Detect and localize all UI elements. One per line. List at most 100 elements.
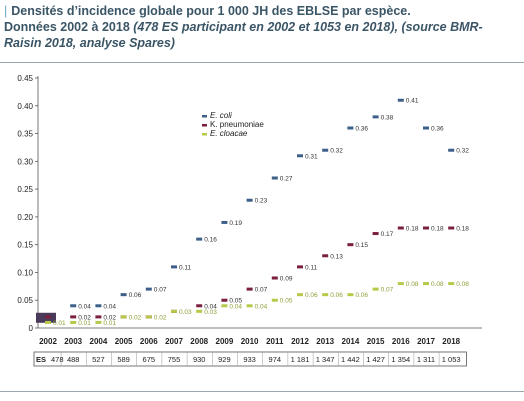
data-label: 0.02	[154, 314, 167, 321]
point-ecoli	[145, 287, 152, 291]
data-label: 0.01	[78, 320, 91, 327]
point-ecloacae	[322, 293, 329, 297]
es-value: 930	[193, 355, 206, 364]
y-tick-label: 0.45	[17, 74, 33, 83]
data-label: 0.08	[406, 281, 419, 288]
data-label: 0.15	[355, 242, 368, 249]
top-rule	[0, 62, 524, 63]
point-ecloacae	[397, 282, 404, 286]
es-row-label: ES	[36, 355, 46, 364]
data-label: 0.01	[103, 320, 116, 327]
es-value: 929	[218, 355, 231, 364]
point-ecloacae	[297, 293, 303, 297]
data-label: 0.19	[229, 220, 242, 227]
es-value: 478	[51, 355, 64, 364]
data-label: 0.04	[229, 303, 242, 310]
point-ecloacae	[120, 315, 127, 319]
x-tick-label: 2004	[90, 337, 108, 346]
y-tick-label: 0.25	[17, 185, 33, 194]
chart-header: | Densités d’incidence globale pour 1 000…	[4, 3, 520, 51]
legend-swatch	[202, 133, 207, 136]
point-ecloacae	[221, 304, 228, 308]
point-ecoli	[423, 126, 429, 130]
es-value: 755	[168, 355, 181, 364]
point-kpneumoniae	[70, 315, 77, 319]
data-label: 0.36	[431, 126, 444, 133]
x-tick-label: 2013	[316, 337, 334, 346]
point-ecoli	[120, 293, 127, 297]
point-kpneumoniae	[95, 315, 102, 319]
point-kpneumoniae	[297, 265, 303, 269]
data-label: 0.36	[355, 126, 368, 133]
data-label: 0.05	[280, 298, 293, 305]
legend-swatch	[202, 124, 207, 127]
data-label: 0.23	[255, 198, 268, 205]
point-ecoli	[70, 304, 77, 308]
point-ecloacae	[45, 320, 51, 324]
es-value: 589	[117, 355, 130, 364]
x-tick-label: 2014	[342, 337, 360, 346]
data-label: 0.08	[431, 281, 444, 288]
point-ecoli	[196, 237, 203, 241]
es-value: 1 181	[291, 355, 310, 364]
point-ecloacae	[70, 320, 77, 324]
data-label: 0.41	[406, 98, 419, 105]
point-ecloacae	[423, 282, 429, 286]
x-tick-label: 2002	[39, 337, 57, 346]
data-label: 0.07	[381, 287, 394, 294]
x-tick-label: 2018	[442, 337, 460, 346]
point-ecoli	[271, 176, 278, 180]
point-ecoli	[448, 148, 455, 152]
chart-subtitle: Données 2002 à 2018 (478 ES participant …	[4, 19, 520, 51]
data-label: 0.04	[204, 303, 217, 310]
data-label: 0.32	[330, 148, 343, 155]
x-tick-label: 2008	[190, 337, 208, 346]
point-kpneumoniae	[397, 226, 404, 230]
es-value: 1 053	[442, 355, 461, 364]
point-kpneumoniae	[45, 315, 51, 319]
point-ecloacae	[448, 282, 455, 286]
data-label: 0.16	[204, 237, 217, 244]
data-label: 0.27	[280, 176, 293, 183]
point-ecoli	[246, 198, 253, 202]
legend-label: K. pneumoniae	[210, 120, 264, 129]
es-table	[33, 351, 467, 367]
x-tick-label: 2010	[241, 337, 259, 346]
es-value: 1 311	[417, 355, 435, 364]
es-value: 675	[143, 355, 156, 364]
data-label: 0.04	[103, 303, 116, 310]
es-value: 527	[92, 355, 105, 364]
x-tick-label: 2016	[392, 337, 410, 346]
point-kpneumoniae	[196, 304, 203, 308]
y-tick-label: 0.15	[17, 241, 33, 250]
data-label: 0.31	[305, 153, 318, 160]
y-tick-label: 0.10	[17, 268, 33, 277]
point-ecoli	[171, 265, 177, 269]
point-ecloacae	[372, 287, 379, 291]
x-tick-label: 2017	[417, 337, 435, 346]
point-ecloacae	[271, 298, 278, 302]
point-ecoli	[372, 115, 379, 119]
point-ecloacae	[347, 293, 354, 297]
data-label: 0.06	[330, 292, 343, 299]
point-ecoli	[95, 304, 102, 308]
es-value: 1 442	[341, 355, 360, 364]
point-kpneumoniae	[448, 226, 455, 230]
data-label: 0.07	[255, 287, 268, 294]
data-label: 0.06	[355, 292, 368, 299]
title-text: Densités d’incidence globale pour 1 000 …	[11, 4, 411, 18]
point-ecoli	[297, 154, 303, 158]
data-label: 0.03	[179, 309, 192, 316]
y-tick-label: 0.40	[17, 102, 33, 111]
x-tick-label: 2015	[367, 337, 385, 346]
point-kpneumoniae	[423, 226, 429, 230]
point-ecloacae	[95, 320, 102, 324]
data-label: 0.04	[78, 303, 91, 310]
es-value: 974	[269, 355, 282, 364]
legend-label: E. coli	[210, 111, 232, 120]
data-label: 0.06	[129, 292, 142, 299]
point-ecoli	[347, 126, 354, 130]
data-label: 0.07	[154, 287, 167, 294]
point-ecoli	[322, 148, 329, 152]
